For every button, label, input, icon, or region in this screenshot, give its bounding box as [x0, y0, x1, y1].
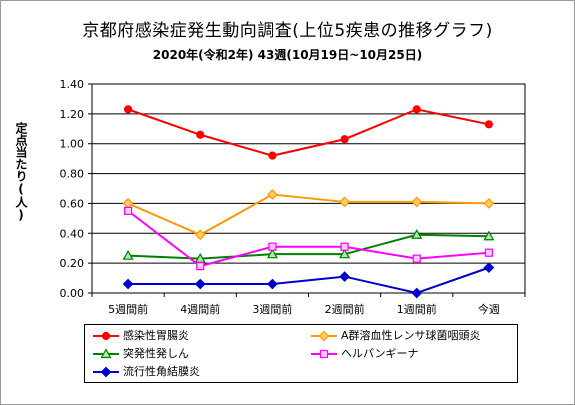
y-tick-label: 0.60 — [60, 197, 85, 210]
data-point — [267, 278, 278, 290]
chart-legend: 感染性胃腸炎 A群溶血性レンサ球菌咽頭炎突発性発しん ヘルパンギーナ流行性角結膜炎 — [84, 324, 518, 383]
legend-marker — [100, 366, 112, 378]
data-point — [412, 105, 421, 114]
data-point — [483, 230, 495, 241]
data-point — [123, 206, 133, 215]
x-tick-label: 2週間前 — [325, 302, 365, 316]
legend-swatch — [311, 349, 337, 359]
series-line — [127, 108, 490, 157]
legend-marker — [101, 331, 111, 341]
x-tick-label: 1週間前 — [397, 302, 437, 316]
legend-label: 突発性発しん — [123, 347, 189, 360]
series-1 — [123, 105, 494, 160]
y-tick-label: 1.40 — [60, 78, 85, 91]
legend-label: 感染性胃腸炎 — [123, 329, 189, 342]
data-point — [122, 278, 134, 290]
data-point — [267, 189, 278, 200]
series-line — [127, 193, 489, 236]
data-point — [339, 271, 350, 282]
chart-subtitle: 2020年(令和2年) 43週(10月19日~10月25日) — [152, 48, 423, 62]
data-point — [268, 242, 277, 251]
data-point — [340, 135, 349, 144]
data-point — [196, 130, 205, 139]
y-tick-label: 0.20 — [60, 257, 85, 270]
legend-swatch — [93, 348, 119, 359]
y-tick-label: 0.40 — [60, 227, 85, 240]
series-4 — [123, 206, 494, 271]
data-point — [339, 196, 350, 208]
data-point — [194, 229, 206, 241]
y-tick-label: 1.20 — [60, 108, 85, 121]
legend-label: A群溶血性レンサ球菌咽頭炎 — [341, 329, 481, 342]
data-point — [484, 120, 494, 129]
y-tick-label: 0.80 — [60, 168, 85, 181]
data-point — [122, 249, 134, 260]
legend-marker — [319, 349, 329, 359]
y-tick-label: 0.00 — [60, 287, 85, 300]
legend-swatch — [93, 366, 119, 378]
data-point — [196, 262, 205, 271]
series-5 — [122, 262, 495, 299]
data-point — [194, 278, 206, 290]
data-point — [412, 254, 421, 263]
data-point — [411, 229, 423, 239]
legend-label: 流行性角結膜炎 — [123, 365, 200, 378]
data-point — [268, 151, 277, 160]
data-point — [484, 248, 494, 257]
legend-swatch — [311, 330, 337, 342]
plot-area — [91, 83, 526, 294]
data-point — [483, 262, 495, 273]
series-2 — [122, 189, 495, 241]
data-point — [411, 196, 423, 208]
legend-label: ヘルパンギーナ — [341, 347, 419, 360]
legend-marker — [100, 348, 112, 359]
series-line — [128, 266, 490, 295]
data-point — [340, 242, 349, 251]
data-point — [266, 248, 278, 259]
x-tick-label: 5週間前 — [108, 302, 148, 316]
legend-marker — [318, 330, 330, 342]
data-point — [122, 198, 134, 209]
x-tick-label: 今週 — [478, 302, 500, 316]
legend-swatch — [93, 331, 119, 341]
y-tick-label: 1.00 — [60, 138, 85, 151]
data-point — [483, 198, 495, 209]
y-axis-label: 定点当たり(人) — [14, 122, 28, 222]
x-tick-label: 4週間前 — [180, 302, 220, 316]
chart-title: 京都府感染症発生動向調査(上位5疾患の推移グラフ) — [82, 21, 493, 41]
x-tick-label: 3週間前 — [252, 302, 292, 316]
data-point — [339, 248, 351, 259]
series-line — [127, 210, 489, 268]
data-point — [411, 287, 423, 299]
data-point — [123, 105, 133, 114]
